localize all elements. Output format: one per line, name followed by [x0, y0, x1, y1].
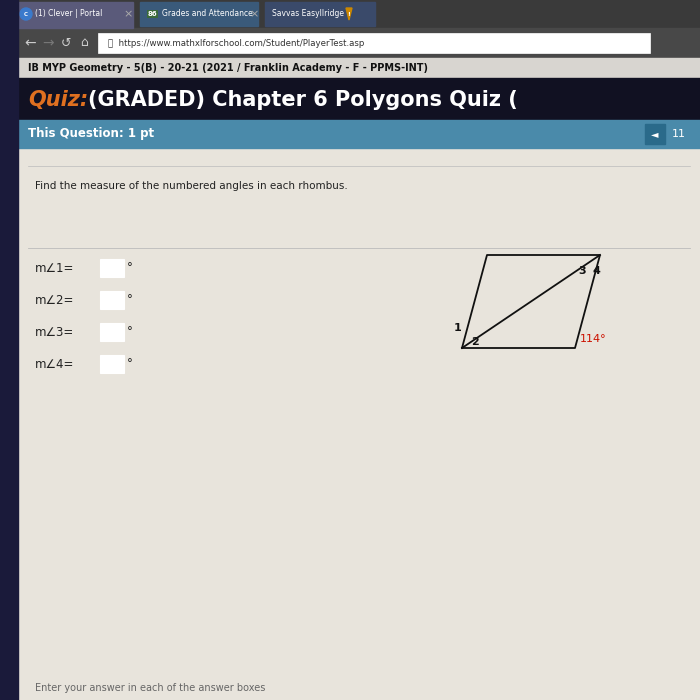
Text: ←: ←	[25, 36, 36, 50]
Bar	[18, 120, 700, 148]
Text: ×: ×	[123, 9, 133, 19]
Text: IB MYP Geometry - 5(B) - 20-21 (2021 / Franklin Academy - F - PPMS-INT): IB MYP Geometry - 5(B) - 20-21 (2021 / F…	[28, 63, 428, 73]
Text: 86: 86	[148, 11, 158, 17]
Text: 114°: 114°	[580, 334, 607, 344]
Circle shape	[20, 8, 32, 20]
Text: ↺: ↺	[61, 36, 71, 50]
Bar	[18, 78, 700, 120]
Text: C: C	[24, 11, 28, 17]
Text: This Question: 1 pt: This Question: 1 pt	[28, 127, 154, 141]
Text: 🔒  https://www.mathxlforschool.com/Student/PlayerTest.asp: 🔒 https://www.mathxlforschool.com/Studen…	[108, 38, 365, 48]
Text: 2: 2	[471, 337, 479, 347]
Text: m∠4=: m∠4=	[35, 358, 74, 370]
Text: m∠3=: m∠3=	[35, 326, 74, 339]
Text: °: °	[127, 358, 133, 370]
Text: Grades and Attendance: Grades and Attendance	[162, 10, 253, 18]
Text: 11: 11	[672, 129, 686, 139]
Bar	[98, 33, 650, 53]
Text: Find the measure of the numbered angles in each rhombus.: Find the measure of the numbered angles …	[35, 181, 348, 191]
Text: Enter your answer in each of the answer boxes: Enter your answer in each of the answer …	[35, 683, 265, 693]
Text: Savvas Easyllridge: Savvas Easyllridge	[272, 10, 344, 18]
Bar	[100, 323, 124, 341]
Text: m∠2=: m∠2=	[35, 293, 74, 307]
Bar	[100, 259, 124, 277]
Bar	[0, 0, 18, 700]
Bar	[140, 2, 258, 26]
Text: !: !	[348, 13, 351, 18]
Text: →: →	[42, 36, 54, 50]
Text: ×: ×	[249, 9, 259, 19]
Bar	[645, 124, 665, 144]
Text: (GRADED) Chapter 6 Polygons Quiz (: (GRADED) Chapter 6 Polygons Quiz (	[88, 90, 518, 110]
Text: °: °	[127, 262, 133, 274]
Bar	[100, 355, 124, 373]
Text: 4: 4	[592, 266, 600, 276]
Bar	[18, 58, 700, 78]
Bar	[18, 2, 133, 28]
Bar	[18, 28, 700, 58]
Text: ◄: ◄	[651, 129, 659, 139]
Text: °: °	[127, 326, 133, 339]
Text: 3: 3	[578, 266, 586, 276]
Text: Quiz:: Quiz:	[28, 90, 88, 110]
Text: 1: 1	[454, 323, 462, 333]
Bar	[100, 291, 124, 309]
Text: m∠1=: m∠1=	[35, 262, 74, 274]
Bar	[265, 2, 375, 26]
Text: ⌂: ⌂	[80, 36, 88, 50]
Text: (1) Clever | Portal: (1) Clever | Portal	[35, 10, 102, 18]
Bar	[18, 0, 700, 28]
Text: °: °	[127, 293, 133, 307]
Polygon shape	[346, 8, 352, 20]
Bar	[18, 148, 700, 700]
